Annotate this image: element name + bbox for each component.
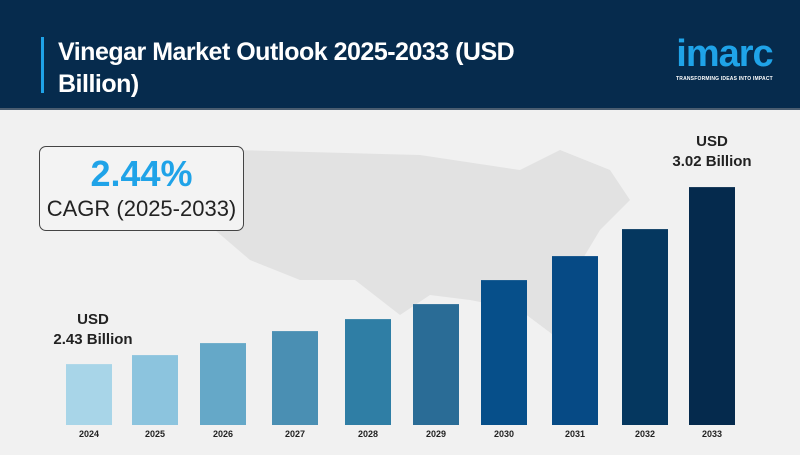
page-title: Vinegar Market Outlook 2025-2033 (USD Bi… [58,38,515,98]
bar-2027 [272,331,318,425]
title-accent-bar [41,37,44,93]
x-tick-label: 2026 [213,429,233,439]
bar-2024 [66,364,112,425]
x-tick-label: 2027 [285,429,305,439]
start-value: 2.43 Billion [53,331,133,348]
cagr-value: 2.44% [90,153,193,194]
x-tick-label: 2032 [635,429,655,439]
logo-wordmark: imarc [676,33,773,75]
x-tick-label: 2033 [702,429,722,439]
x-tick-label: 2030 [494,429,514,439]
x-tick-label: 2028 [358,429,378,439]
start-value-label: USD 2.43 Billion [33,310,153,350]
end-value: 3.02 Billion [672,153,752,170]
header-banner: Vinegar Market Outlook 2025-2033 (USD Bi… [0,0,800,110]
bar-2033 [689,187,735,425]
bar-2030 [481,280,527,425]
x-tick-label: 2031 [565,429,585,439]
imarc-logo: imarc TRANSFORMING IDEAS INTO IMPACT [676,32,774,83]
cagr-label: CAGR (2025-2033) [46,196,237,221]
bar-2029 [413,304,459,425]
start-currency: USD [77,311,109,328]
end-currency: USD [696,133,728,150]
x-tick-label: 2029 [426,429,446,439]
bar-2028 [345,319,391,425]
x-tick-label: 2025 [145,429,165,439]
logo-tagline: TRANSFORMING IDEAS INTO IMPACT [676,76,773,82]
bar-2025 [132,355,178,425]
bar-2026 [200,343,246,425]
bar-2031 [552,256,598,425]
cagr-box: 2.44% CAGR (2025-2033) [39,146,244,231]
bar-2032 [622,229,668,425]
x-tick-label: 2024 [79,429,99,439]
end-value-label: USD 3.02 Billion [652,132,772,172]
